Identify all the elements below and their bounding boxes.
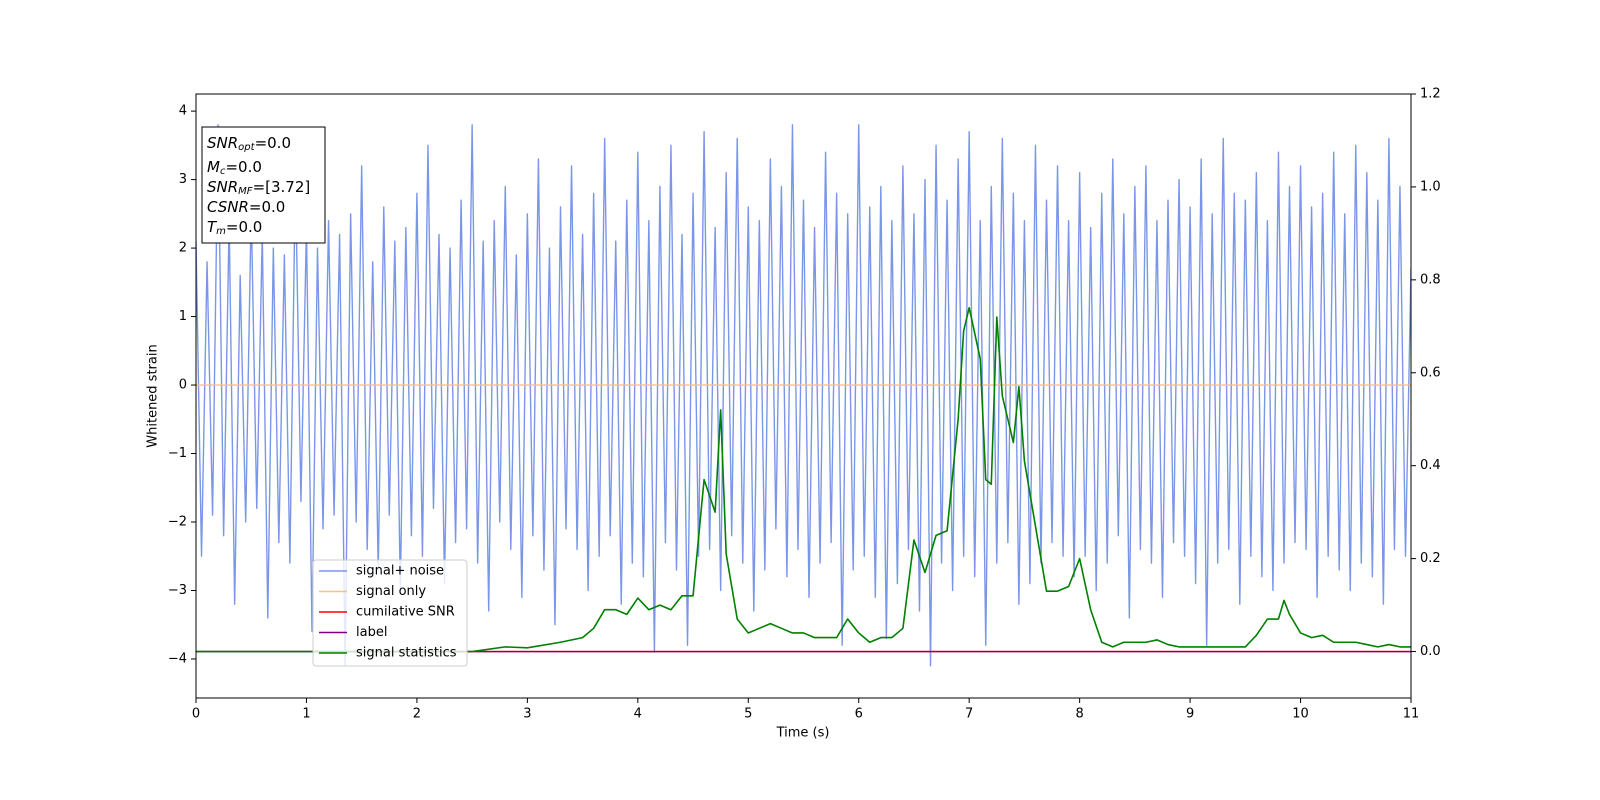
y-tick-label: 3: [179, 172, 187, 187]
legend-label: signal+ noise: [356, 564, 444, 579]
y2-tick-label: 0.4: [1420, 458, 1441, 473]
y2-tick-label: 0.8: [1420, 272, 1441, 287]
annotation-name: M: [207, 158, 220, 176]
x-tick-label: 7: [965, 707, 973, 722]
annotation-value: =0.0: [226, 218, 262, 236]
x-tick-label: 5: [744, 707, 752, 722]
annotation-value: =0.0: [255, 134, 291, 152]
y2-tick-label: 0.2: [1420, 551, 1441, 566]
annotation-line: Mc=0.0: [207, 158, 262, 178]
annotation-name: SNR: [207, 178, 238, 196]
annotation-sub: c: [220, 166, 226, 177]
axes-frame: [195, 93, 1412, 699]
y-tick-label: 0: [179, 378, 187, 393]
y2-tick-label: 1.2: [1420, 87, 1441, 102]
annotation-name: T: [207, 218, 218, 236]
y-tick-label: −1: [168, 446, 187, 461]
annotation-name: SNR: [207, 134, 238, 152]
x-tick-label: 1: [302, 707, 310, 722]
x-tick-label: 0: [192, 707, 200, 722]
x-tick-label: 4: [634, 707, 642, 722]
y-axis-label: Whitened strain: [146, 344, 161, 447]
annotation-sub: MF: [238, 186, 253, 197]
series-line: [196, 306, 1411, 653]
legend-label: cumilative SNR: [356, 605, 455, 620]
annotation-sub: m: [216, 226, 226, 237]
annotation-line: SNRopt=0.0: [207, 134, 291, 154]
y-tick-label: 4: [179, 104, 187, 119]
y2-tick-label: 0.6: [1420, 365, 1441, 380]
annotation-line: Tm=0.0: [207, 218, 262, 238]
legend-label: label: [356, 625, 387, 640]
annotation-value: =0.0: [225, 158, 261, 176]
y2-tick-label: 1.0: [1420, 179, 1441, 194]
x-tick-label: 3: [523, 707, 531, 722]
x-axis-label: Time (s): [776, 726, 830, 741]
annotation-name: CSNR: [207, 198, 249, 216]
y-tick-label: −3: [168, 583, 187, 598]
legend-label: signal statistics: [356, 646, 457, 661]
x-tick-label: 10: [1292, 707, 1309, 722]
y-tick-label: 1: [179, 309, 187, 324]
legend: signal+ noise signal only cumilative SNR la…: [312, 559, 468, 667]
annotation-value: =[3.72]: [253, 178, 311, 196]
annotation-sub: opt: [238, 142, 255, 153]
legend-label: signal only: [356, 584, 426, 599]
annotation-value: =0.0: [249, 198, 285, 216]
y-tick-label: 2: [179, 241, 187, 256]
x-tick-label: 2: [413, 707, 421, 722]
legend-frame: [312, 559, 468, 667]
y-tick-label: −2: [168, 515, 187, 530]
x-tick-label: 11: [1403, 707, 1420, 722]
series-line: [196, 124, 1411, 667]
annotation-frame: [201, 126, 326, 244]
y2-tick-label: 0.0: [1420, 644, 1441, 659]
y-tick-label: −4: [168, 651, 187, 666]
x-tick-label: 6: [855, 707, 863, 722]
annotation-box: SNRopt=0.0Mc=0.0SNRMF=[3.72]CSNR=0.0Tm=0…: [201, 126, 326, 244]
x-tick-label: 9: [1186, 707, 1194, 722]
annotation-line: CSNR=0.0: [207, 198, 285, 216]
x-tick-label: 8: [1075, 707, 1083, 722]
annotation-line: SNRMF=[3.72]: [207, 178, 310, 198]
